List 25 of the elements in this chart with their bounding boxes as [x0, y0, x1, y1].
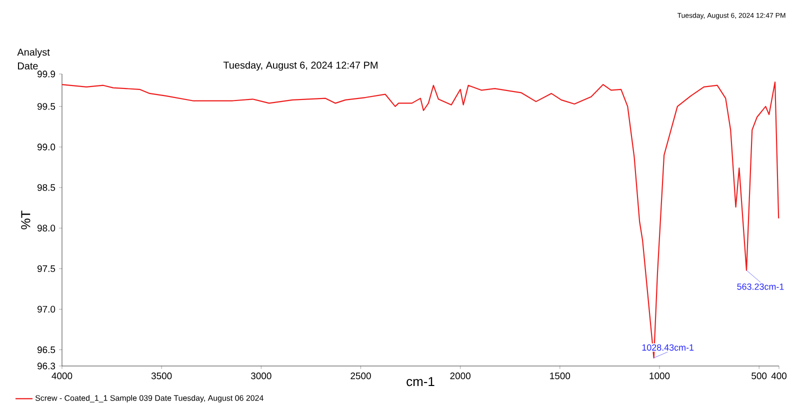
x-axis-title: cm-1 [406, 377, 434, 386]
annotation: 563.23cm-1 [737, 283, 784, 290]
text: Date [18, 62, 38, 70]
x-tick-label: 3000 [250, 372, 272, 380]
annotation: 1028.43cm-1 [642, 344, 694, 351]
x-tick-label: 4000 [52, 372, 72, 380]
text: Tuesday, August 6, 2024 12:47 PM [223, 61, 378, 71]
x-tick-label: 500 [752, 372, 767, 380]
y-tick-label: 96.5 [37, 346, 56, 354]
y-tick-label: 99.0 [37, 144, 56, 150]
y-tick-label: 98.5 [37, 184, 56, 191]
x-tick-label: 400 [771, 372, 787, 380]
y-tick-label: 97.0 [37, 306, 56, 313]
y-tick-label: 98.0 [37, 224, 56, 232]
y-axis-title: %T [21, 210, 30, 230]
y-tick-label: 96.3 [37, 362, 56, 370]
x-tick-label: 2500 [350, 372, 371, 380]
y-tick-label: 99.5 [37, 103, 56, 110]
text: Analyst [17, 48, 50, 58]
y-tick-label: 99.9 [37, 70, 56, 78]
x-tick-label: 3500 [151, 372, 172, 380]
x-tick-label: 1000 [650, 372, 670, 380]
x-tick-label: 1500 [550, 372, 570, 380]
x-tick-label: 2000 [450, 372, 470, 380]
y-tick-label: 97.5 [37, 265, 56, 272]
